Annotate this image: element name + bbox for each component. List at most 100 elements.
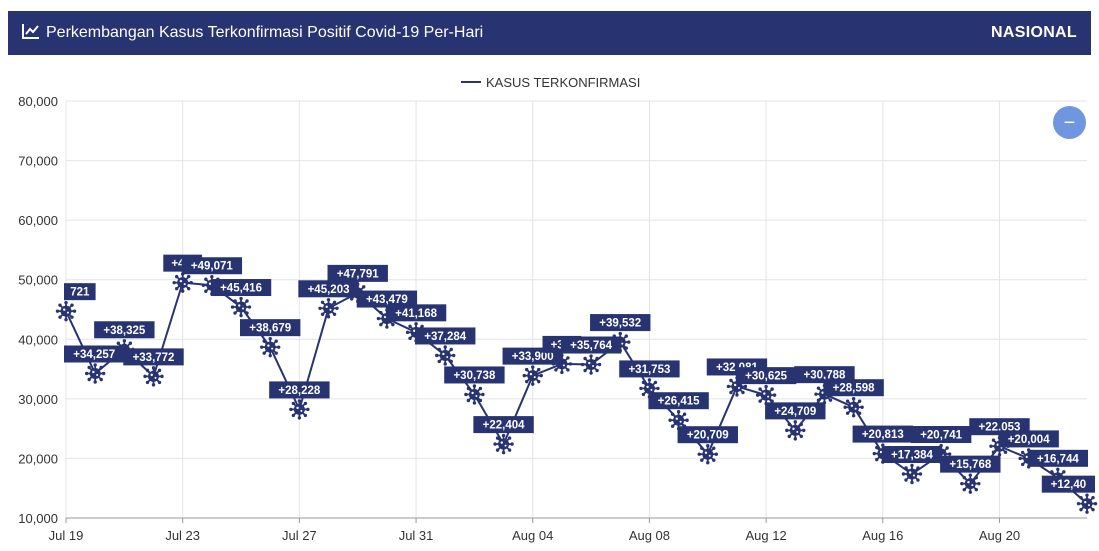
svg-text:+39,532: +39,532: [599, 318, 641, 330]
data-label: +35,764: [560, 336, 622, 354]
data-label: +38,679: [240, 319, 301, 337]
svg-text:+20,004: +20,004: [1008, 434, 1050, 446]
x-tick-label: Aug 08: [629, 528, 670, 543]
virus-icon: [522, 365, 543, 386]
virus-icon: [1076, 493, 1098, 514]
svg-text:+38,325: +38,325: [103, 325, 145, 337]
svg-text:+43,479: +43,479: [366, 294, 408, 306]
svg-text:+41,168: +41,168: [395, 308, 437, 320]
y-tick-label: 50,000: [18, 273, 58, 288]
data-label: +20,709: [677, 426, 738, 444]
virus-icon: [143, 366, 164, 387]
svg-text:+30,625: +30,625: [745, 371, 787, 383]
data-label: +22,404: [473, 416, 534, 434]
svg-text:+17,384: +17,384: [891, 450, 933, 462]
data-label: +30,738: [444, 366, 505, 384]
data-label: +26,415: [648, 392, 709, 410]
virus-icon: [172, 272, 193, 293]
data-label: +31,753: [619, 360, 680, 378]
data-label: +15,768: [940, 455, 1001, 473]
line-chart: 10,000 20,000 30,000 40,000 50,000 60,000 70,0…: [18, 75, 1098, 543]
virus-icon: [55, 300, 77, 322]
svg-text:+35,764: +35,764: [570, 340, 612, 352]
data-label: +30,625: [735, 367, 797, 385]
minus-icon: −: [1063, 111, 1076, 134]
svg-text:+30,738: +30,738: [453, 370, 495, 382]
virus-icon: [84, 363, 106, 384]
x-tick-label: Jul 31: [399, 528, 434, 543]
virus-icon: [318, 298, 339, 319]
svg-text:+28,228: +28,228: [278, 385, 320, 397]
data-label: +49,071: [181, 257, 243, 275]
data-label: +12,40: [1041, 475, 1095, 493]
svg-text:+30,788: +30,788: [804, 370, 846, 382]
virus-icon: [289, 399, 310, 420]
data-label: +20,004: [998, 430, 1059, 448]
data-label: +47,791: [327, 264, 388, 282]
virus-icon: [260, 336, 281, 358]
x-tick-label: Aug 04: [512, 528, 553, 543]
virus-icon: [901, 463, 923, 485]
svg-text:+16,744: +16,744: [1037, 453, 1079, 465]
svg-text:+47,791: +47,791: [337, 268, 379, 280]
svg-text:+20,709: +20,709: [687, 430, 729, 442]
virus-icon: [697, 444, 718, 465]
data-label: +28,228: [269, 381, 330, 399]
virus-icon: [464, 384, 485, 405]
virus-icon: [668, 410, 689, 431]
y-tick-label: 40,000: [18, 332, 58, 347]
svg-text:+28,598: +28,598: [833, 383, 875, 395]
series-line: [65, 281, 1088, 505]
svg-text:+20,813: +20,813: [862, 429, 904, 441]
scope-label: NASIONAL: [991, 24, 1077, 41]
data-label: +43,479: [356, 290, 418, 308]
y-tick-label: 30,000: [18, 392, 58, 407]
data-label: +20,813: [852, 425, 913, 443]
svg-text:+12,40: +12,40: [1051, 479, 1087, 491]
svg-text:+37,284: +37,284: [424, 331, 466, 343]
virus-icon: [960, 473, 981, 494]
data-label: +37,284: [415, 327, 476, 345]
svg-text:+49,071: +49,071: [191, 261, 233, 273]
svg-text:+31,753: +31,753: [628, 364, 670, 376]
y-tick-label: 10,000: [18, 511, 58, 526]
y-tick-label: 70,000: [18, 154, 58, 169]
x-tick-label: Aug 20: [979, 528, 1020, 543]
virus-icon: [493, 433, 514, 455]
svg-text:+26,415: +26,415: [658, 396, 700, 408]
svg-text:+15,768: +15,768: [949, 459, 991, 471]
x-tick-label: Jul 19: [49, 528, 84, 543]
x-tick-label: Aug 16: [862, 528, 903, 543]
data-label: +30,788: [794, 366, 855, 384]
chart-header: Perkembangan Kasus Terkonfirmasi Positif…: [8, 11, 1091, 55]
data-label: +16,744: [1027, 449, 1089, 467]
line-chart-icon: [22, 23, 40, 44]
data-label: +33,772: [123, 348, 184, 366]
data-label: +45,203: [298, 280, 359, 298]
data-label: 721: [64, 283, 96, 301]
virus-icon: [755, 384, 777, 406]
virus-icon: [580, 354, 602, 375]
data-label: +24,709: [765, 402, 826, 420]
x-tick-label: Aug 12: [746, 528, 787, 543]
zoom-out-button[interactable]: −: [1053, 106, 1086, 139]
virus-icon: [843, 397, 864, 418]
y-tick-label: 60,000: [18, 213, 58, 228]
data-label: +20,741: [910, 426, 972, 444]
chart-area: 10,000 20,000 30,000 40,000 50,000 60,000 70,0…: [0, 55, 1099, 546]
data-label: +41,168: [385, 304, 447, 322]
y-tick-label: 80,000: [18, 94, 58, 109]
svg-text:+22,404: +22,404: [483, 420, 525, 432]
data-label: +17,384: [881, 446, 943, 464]
svg-text:+20,741: +20,741: [920, 430, 962, 442]
legend-label: KASUS TERKONFIRMASI: [486, 75, 640, 90]
svg-text:+33,772: +33,772: [133, 352, 175, 364]
virus-icon: [435, 345, 456, 366]
x-tick-label: Jul 27: [282, 528, 317, 543]
svg-text:+38,679: +38,679: [249, 323, 291, 335]
svg-text:+24,709: +24,709: [774, 406, 816, 418]
virus-icon: [230, 296, 252, 318]
data-label: +28,598: [823, 379, 884, 397]
data-label: +38,325: [94, 321, 155, 339]
svg-text:+45,416: +45,416: [220, 283, 262, 295]
